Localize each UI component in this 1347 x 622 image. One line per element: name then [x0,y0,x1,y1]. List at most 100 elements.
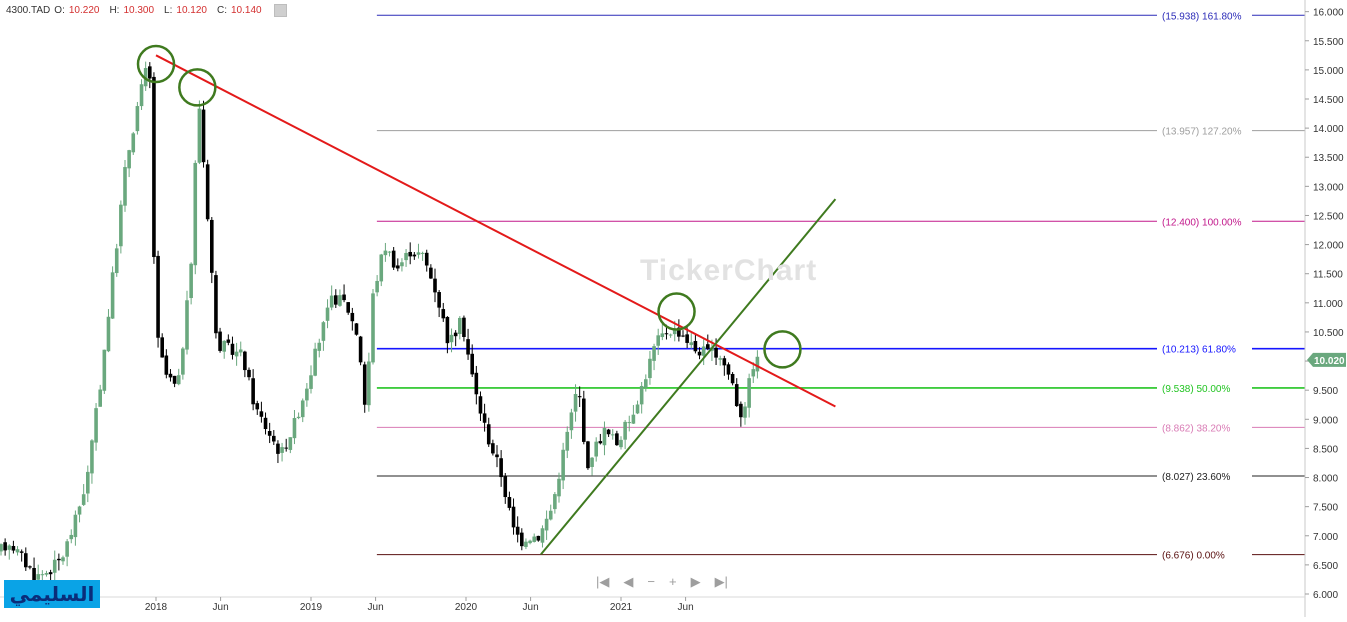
candle-body [57,558,61,561]
candle-body [214,275,218,334]
candle-body [689,342,694,346]
candle-body [218,331,222,351]
candle-body [309,375,313,389]
y-tick-label: 15.000 [1313,66,1344,77]
candle-body [342,294,346,301]
candle-body [185,300,189,350]
candle-body [48,572,53,575]
x-tick-label: Jun [523,602,539,613]
candle-body [730,374,735,384]
candle-body [743,406,747,418]
candle-body [449,334,454,343]
candle-body [276,443,280,454]
candle-body [52,559,57,573]
candle-body [424,252,429,266]
last-price-label: 10.020 [1314,356,1345,367]
candle-body [296,416,301,419]
y-tick-label: 7.000 [1313,532,1338,543]
candle-body [69,534,74,540]
open-label: O: [54,4,65,16]
candle-body [569,412,574,431]
candle-body [300,400,305,418]
high-value: 10.300 [123,4,155,16]
candle-body [317,342,322,351]
candle-body [272,435,276,442]
low-label: L: [164,4,173,16]
candle-body [127,150,131,169]
candle-body [685,334,689,343]
candle-body [412,254,417,257]
highlight-circle [657,292,696,331]
first-page-icon[interactable]: |◀ [596,574,610,589]
fibonacci-layer: (15.938) 161.80% (13.957) 127.20% (12.400)… [376,11,1305,562]
candle-body [598,441,603,444]
candle-body [495,454,499,458]
candle-body [652,346,656,361]
y-tick-label: 11.000 [1313,299,1343,310]
candle-body [482,413,487,423]
candle-body [706,344,710,349]
candle-body [532,536,536,542]
candle-body [32,567,36,581]
candle-body [251,378,255,405]
candle-body [577,396,582,398]
candle-body [156,255,160,338]
y-axis: 6.000 6.500 7.000 7.500 8.000 8.500 9.000 9.500… [1304,0,1346,617]
candle-body [548,510,553,520]
candle-body [189,263,193,299]
candle-body [77,506,82,515]
low-value: 10.120 [176,4,207,16]
candle-body [540,528,545,543]
y-tick-label: 6.000 [1313,590,1338,601]
candle-body [255,403,260,410]
candle-body [627,422,632,424]
author-badge: السليمي [4,580,100,608]
high-label: H: [109,4,120,16]
fib-label: (8.862) 38.20% [1162,423,1230,434]
candle-body [263,417,268,430]
candle-body [81,494,86,505]
candle-body [329,295,334,308]
candle-body [110,272,115,319]
candle-body [123,167,127,206]
candle-body [102,349,107,391]
candle-body [594,441,598,457]
candle-body [313,348,317,376]
candle-body [615,433,619,446]
last-page-icon[interactable]: ▶| [714,574,728,589]
close-label: C: [216,4,227,16]
candle-body [416,252,421,255]
candle-body [660,333,665,338]
candle-body [420,252,425,254]
candle-body [267,431,272,436]
candle-body [210,219,214,273]
candle-body [400,262,404,267]
candle-body [15,549,20,553]
y-tick-label: 9.000 [1313,415,1338,426]
candle-body [24,553,28,568]
candle-body [135,106,140,132]
y-tick-label: 8.000 [1313,474,1338,485]
candle-body [503,476,508,498]
candle-body [648,358,652,379]
settings-icon[interactable] [273,3,287,17]
candle-body [176,375,181,385]
candle-body [610,434,615,436]
candle-body [143,68,148,87]
candle-body [644,379,648,388]
y-tick-label: 8.500 [1313,444,1338,455]
zoom-in-icon[interactable]: + [668,574,677,589]
trendlines-layer [155,54,837,556]
candle-body [181,348,185,375]
zoom-out-icon[interactable]: − [647,574,655,589]
candle-body [139,84,144,107]
candle-body [478,396,483,414]
candle-body [40,574,45,576]
candle-body [458,317,462,335]
scroll-left-icon[interactable]: ◀ [623,574,634,589]
candle-body [106,316,111,352]
y-tick-label: 15.500 [1313,37,1344,48]
candle-body [520,532,524,547]
scroll-right-icon[interactable]: ▶ [690,574,701,589]
